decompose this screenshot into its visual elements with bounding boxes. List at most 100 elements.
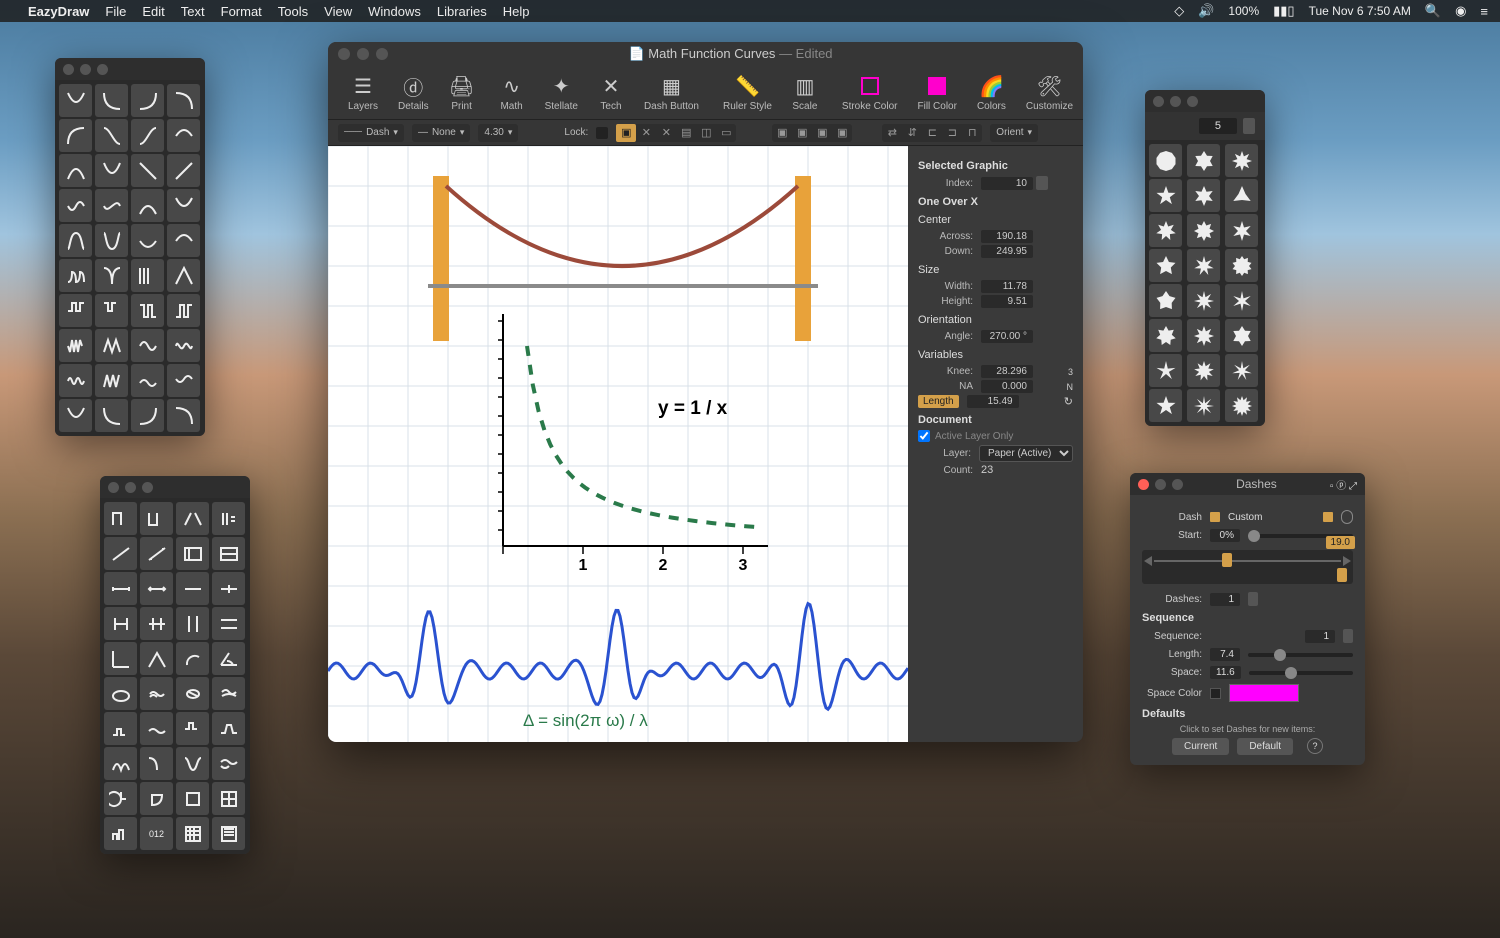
tech-tool[interactable]: [140, 502, 173, 535]
curve-tool[interactable]: [167, 189, 200, 222]
tech-tool[interactable]: [212, 607, 245, 640]
stellate-tool[interactable]: [1149, 214, 1182, 247]
lock-checkbox[interactable]: [596, 127, 608, 139]
curve-tool[interactable]: [95, 259, 128, 292]
tech-tool[interactable]: [104, 572, 137, 605]
menu-file[interactable]: File: [105, 4, 126, 19]
tech-tool[interactable]: [176, 712, 209, 745]
curve-tool[interactable]: [95, 224, 128, 257]
dashes-count[interactable]: 1: [1210, 593, 1240, 606]
dash-track[interactable]: 19.0: [1142, 550, 1353, 584]
tech-tool[interactable]: [212, 572, 245, 605]
align-btn[interactable]: ✕: [636, 124, 656, 142]
default-button[interactable]: Default: [1237, 738, 1293, 755]
stellate-tool[interactable]: [1149, 354, 1182, 387]
length-slider[interactable]: [1248, 653, 1353, 657]
tech-tool[interactable]: [140, 782, 173, 815]
stellate-points[interactable]: 5: [1199, 118, 1237, 134]
stellate-tool[interactable]: [1149, 389, 1182, 422]
minimize-icon[interactable]: [1170, 96, 1181, 107]
stellate-tool[interactable]: [1149, 284, 1182, 317]
curve-tool[interactable]: [59, 329, 92, 362]
dashes-stepper[interactable]: [1248, 592, 1258, 606]
space-color-checkbox[interactable]: [1210, 688, 1221, 699]
height-value[interactable]: 9.51: [981, 295, 1033, 308]
tb-fill[interactable]: Fill Color: [909, 71, 964, 114]
tb-scale[interactable]: ▥Scale: [784, 71, 826, 114]
curve-tool[interactable]: [95, 84, 128, 117]
dash-swatch-icon[interactable]: [1210, 512, 1220, 522]
dashes-toolbar-icons[interactable]: ▫ ⓟ ⤢: [1330, 477, 1357, 492]
tech-tool[interactable]: [140, 537, 173, 570]
curve-tool[interactable]: [167, 364, 200, 397]
minimize-icon[interactable]: [1155, 479, 1166, 490]
index-value[interactable]: 10: [981, 177, 1033, 190]
curve-tool[interactable]: [167, 154, 200, 187]
thickness-field[interactable]: 4.30▾: [478, 124, 518, 142]
close-icon[interactable]: [108, 482, 119, 493]
curve-tool[interactable]: [167, 294, 200, 327]
length-value[interactable]: 15.49: [967, 395, 1019, 408]
tech-tool[interactable]: [104, 607, 137, 640]
seq-stepper[interactable]: [1343, 629, 1353, 643]
tech-tool[interactable]: [212, 502, 245, 535]
tb-colors[interactable]: 🌈Colors: [969, 71, 1014, 114]
curve-tool[interactable]: [167, 224, 200, 257]
tech-tool[interactable]: [176, 502, 209, 535]
tech-tool[interactable]: [176, 782, 209, 815]
tb-tech[interactable]: ✕Tech: [590, 71, 632, 114]
knee-value[interactable]: 28.296: [981, 365, 1033, 378]
stellate-tool[interactable]: [1187, 389, 1220, 422]
minimize-icon[interactable]: [357, 48, 369, 60]
align-btn[interactable]: ▣: [616, 124, 636, 142]
tech-tool[interactable]: [176, 747, 209, 780]
dash-preset-icon[interactable]: [1323, 512, 1333, 522]
stellate-tool[interactable]: [1187, 179, 1220, 212]
align-btn[interactable]: ▭: [716, 124, 736, 142]
arrange-btn[interactable]: ▣: [792, 124, 812, 142]
index-stepper[interactable]: [1036, 176, 1048, 190]
na-value[interactable]: 0.000: [981, 380, 1033, 393]
curve-tool[interactable]: [59, 119, 92, 152]
tech-tool[interactable]: [212, 747, 245, 780]
start-value[interactable]: 0%: [1210, 529, 1240, 542]
close-icon[interactable]: [1153, 96, 1164, 107]
tb-ruler[interactable]: 📏Ruler Style: [715, 71, 780, 114]
stellate-tool[interactable]: [1187, 319, 1220, 352]
stellate-tool[interactable]: [1187, 249, 1220, 282]
refresh-icon[interactable]: ↻: [1064, 395, 1073, 408]
align-btn[interactable]: ▤: [676, 124, 696, 142]
curve-tool[interactable]: [95, 294, 128, 327]
stellate-tool[interactable]: [1149, 249, 1182, 282]
menu-edit[interactable]: Edit: [142, 4, 164, 19]
arrange-btn[interactable]: ▣: [812, 124, 832, 142]
volume-icon[interactable]: 🔊: [1198, 3, 1214, 19]
tb-stroke[interactable]: Stroke Color: [834, 71, 906, 114]
stellate-tool[interactable]: [1225, 179, 1258, 212]
menu-view[interactable]: View: [324, 4, 352, 19]
tech-tool[interactable]: [104, 677, 137, 710]
tech-tool[interactable]: [104, 817, 137, 850]
close-icon[interactable]: [63, 64, 74, 75]
flip-btn[interactable]: ⊓: [962, 124, 982, 142]
tech-tool[interactable]: [212, 537, 245, 570]
cap-dropdown[interactable]: —None▾: [412, 124, 470, 142]
tech-tool[interactable]: [104, 747, 137, 780]
tech-tool[interactable]: [212, 817, 245, 850]
tech-tool[interactable]: [140, 572, 173, 605]
curve-tool[interactable]: [167, 329, 200, 362]
tech-tool[interactable]: [104, 642, 137, 675]
tech-tool[interactable]: [140, 747, 173, 780]
current-button[interactable]: Current: [1172, 738, 1229, 755]
tb-customize[interactable]: 🛠Customize: [1018, 71, 1081, 114]
tb-layers[interactable]: ☰Layers: [340, 71, 386, 114]
align-btn[interactable]: ✕: [656, 124, 676, 142]
flip-btn[interactable]: ⇵: [902, 124, 922, 142]
stellate-tool[interactable]: [1187, 144, 1220, 177]
tech-tool[interactable]: [176, 642, 209, 675]
spotlight-icon[interactable]: 🔍: [1425, 3, 1441, 19]
across-value[interactable]: 190.18: [981, 230, 1033, 243]
menu-windows[interactable]: Windows: [368, 4, 421, 19]
space-color-swatch[interactable]: [1229, 684, 1299, 702]
curve-tool[interactable]: [131, 399, 164, 432]
